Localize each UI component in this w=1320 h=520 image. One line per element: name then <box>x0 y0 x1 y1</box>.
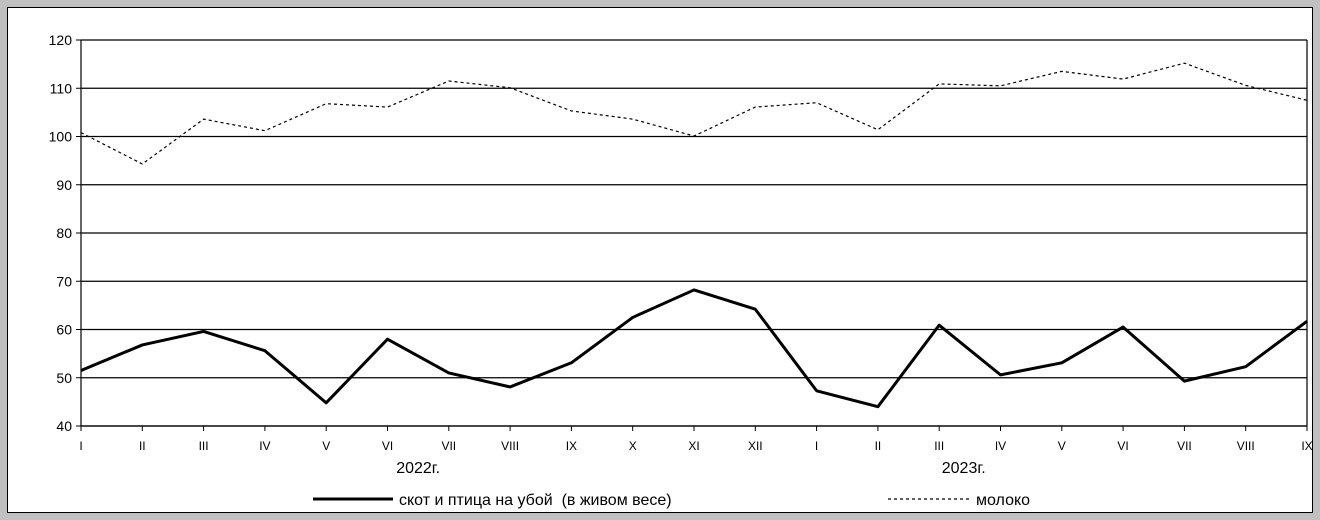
x-tick-label: III <box>199 439 209 453</box>
series-lines <box>80 62 1308 409</box>
x-tick-label: IX <box>1301 439 1312 453</box>
x-tick-label: VII <box>441 439 456 453</box>
y-tick-label: 60 <box>56 322 72 338</box>
x-tick-label: VIII <box>501 439 519 453</box>
x-tick-label: I <box>815 439 818 453</box>
x-tick-label: III <box>934 439 944 453</box>
x-tick-label: XI <box>688 439 699 453</box>
legend-label-milk: молоко <box>976 492 1030 509</box>
legend-label-cattle: скот и птица на убой (в живом весе) <box>399 492 672 509</box>
x-tick-label: IV <box>995 439 1006 453</box>
y-tick-label: 50 <box>56 370 72 386</box>
x-tick-label: I <box>79 439 82 453</box>
axes <box>80 40 1308 427</box>
chart-frame: 40 50 60 70 80 90 100 110 120 I II III IV V VI VII VIII… <box>7 7 1313 513</box>
legend: скот и птица на убой (в живом весе) моло… <box>313 492 1030 509</box>
x-tick-label: V <box>322 439 330 453</box>
x-tick-label: VII <box>1177 439 1192 453</box>
x-tick-label: IV <box>259 439 270 453</box>
series-line-0 <box>80 288 1308 409</box>
year-label: 2023г. <box>942 460 986 477</box>
x-tick-label: VI <box>1117 439 1128 453</box>
y-tick-label: 40 <box>56 418 72 434</box>
y-tick-label: 90 <box>56 177 72 193</box>
year-label: 2022г. <box>396 460 440 477</box>
y-tick-label: 80 <box>56 225 72 241</box>
x-tick-label: II <box>139 439 146 453</box>
y-tick-label: 120 <box>49 32 73 48</box>
x-tick-label: VI <box>382 439 393 453</box>
year-labels: 2022г. 2023г. <box>396 460 985 477</box>
y-tick-label: 70 <box>56 273 72 289</box>
x-axis-ticks: I II III IV V VI VII VIII IX X XI XII I II III IV V VI VII… <box>79 426 1313 453</box>
y-tick-label: 100 <box>49 129 73 145</box>
x-tick-label: IX <box>566 439 577 453</box>
gridlines <box>81 39 1307 427</box>
x-tick-label: X <box>629 439 637 453</box>
y-axis-ticks: 40 50 60 70 80 90 100 110 120 <box>49 32 81 434</box>
x-tick-label: XII <box>748 439 763 453</box>
x-tick-label: V <box>1058 439 1066 453</box>
series-line-1 <box>80 62 1308 165</box>
x-tick-label: VIII <box>1237 439 1255 453</box>
y-tick-label: 110 <box>50 80 73 96</box>
x-tick-label: II <box>875 439 882 453</box>
